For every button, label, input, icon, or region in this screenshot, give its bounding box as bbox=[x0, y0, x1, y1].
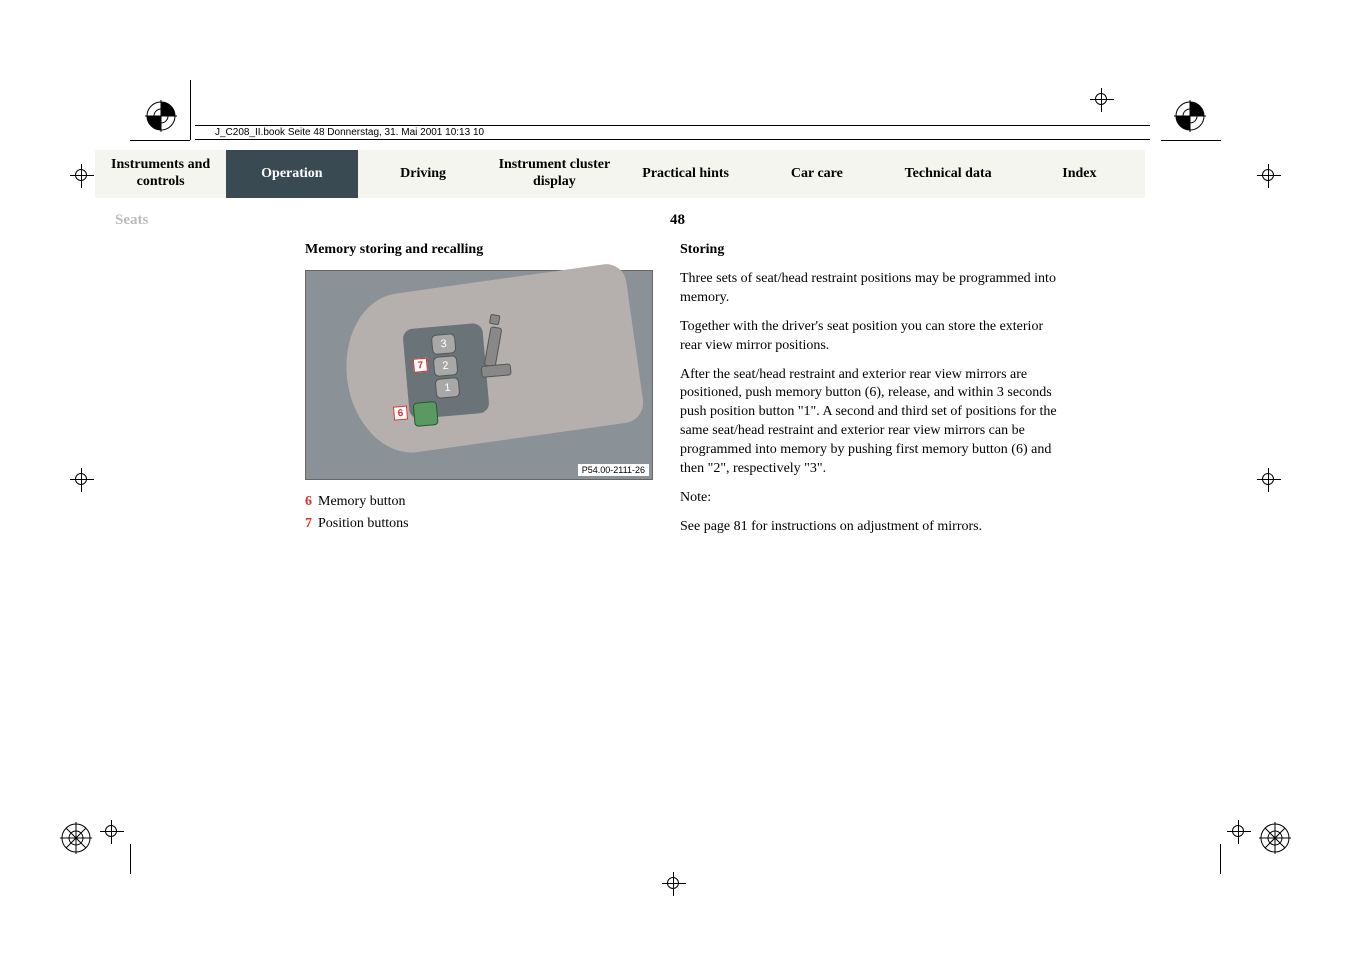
registration-mark-icon bbox=[145, 100, 177, 132]
note-text: See page 81 for instructions on adjustme… bbox=[680, 518, 1065, 537]
figure-label: P54.00-2111-26 bbox=[578, 464, 649, 476]
storing-p3: After the seat/head restraint and exteri… bbox=[680, 366, 1065, 479]
crosshair-icon bbox=[1257, 164, 1281, 188]
storing-p1: Three sets of seat/head restraint positi… bbox=[680, 270, 1065, 308]
position-button-3: 3 bbox=[431, 333, 457, 355]
legend-num-6: 6 bbox=[305, 494, 312, 509]
callout-6: 6 bbox=[393, 406, 408, 421]
trim-line bbox=[1161, 140, 1221, 141]
tab-instruments-controls[interactable]: Instruments and controls bbox=[95, 150, 226, 198]
legend-text-7: Position buttons bbox=[318, 516, 409, 531]
callout-7: 7 bbox=[413, 358, 428, 373]
trim-line bbox=[130, 844, 131, 874]
legend-num-7: 7 bbox=[305, 516, 312, 531]
registration-mark-icon bbox=[60, 822, 92, 854]
position-button-1: 1 bbox=[435, 377, 461, 399]
tab-driving[interactable]: Driving bbox=[358, 150, 489, 198]
registration-mark-icon bbox=[1174, 100, 1206, 132]
crosshair-icon bbox=[70, 164, 94, 188]
tab-practical-hints[interactable]: Practical hints bbox=[620, 150, 751, 198]
tab-instrument-cluster[interactable]: Instrument cluster display bbox=[489, 150, 620, 198]
trim-line bbox=[190, 80, 191, 140]
nav-tabs: Instruments and controls Operation Drivi… bbox=[95, 150, 1145, 198]
left-column: Memory storing and recalling 3 2 1 7 6 P… bbox=[305, 242, 655, 538]
crosshair-icon bbox=[1257, 468, 1281, 492]
book-header-text: J_C208_II.book Seite 48 Donnerstag, 31. … bbox=[215, 127, 484, 138]
legend-item-7: 7 Position buttons bbox=[305, 516, 655, 532]
right-column: Storing Three sets of seat/head restrain… bbox=[680, 242, 1065, 547]
trim-line bbox=[130, 140, 190, 141]
right-heading: Storing bbox=[680, 242, 1065, 258]
legend-item-6: 6 Memory button bbox=[305, 494, 655, 510]
crosshair-icon bbox=[662, 872, 686, 896]
position-button-2: 2 bbox=[433, 355, 459, 377]
note-label: Note: bbox=[680, 489, 1065, 508]
trim-line bbox=[1220, 844, 1221, 874]
header-rule bbox=[195, 139, 1150, 140]
seat-adjuster-icon bbox=[477, 325, 513, 397]
crosshair-icon bbox=[1090, 88, 1114, 112]
memory-seat-figure: 3 2 1 7 6 P54.00-2111-26 bbox=[305, 270, 653, 480]
legend-text-6: Memory button bbox=[318, 494, 406, 509]
section-label: Seats bbox=[115, 212, 148, 229]
page-number: 48 bbox=[670, 212, 685, 229]
storing-p2: Together with the driver's seat position… bbox=[680, 318, 1065, 356]
tab-operation[interactable]: Operation bbox=[226, 150, 357, 198]
seat-control-panel: 3 2 1 7 6 bbox=[402, 323, 490, 420]
tab-technical-data[interactable]: Technical data bbox=[883, 150, 1014, 198]
crosshair-icon bbox=[70, 468, 94, 492]
header-rule bbox=[195, 125, 1150, 126]
crosshair-icon bbox=[1227, 820, 1251, 844]
memory-button bbox=[413, 401, 439, 427]
tab-car-care[interactable]: Car care bbox=[751, 150, 882, 198]
crosshair-icon bbox=[100, 820, 124, 844]
left-heading: Memory storing and recalling bbox=[305, 242, 655, 258]
registration-mark-icon bbox=[1259, 822, 1291, 854]
tab-index[interactable]: Index bbox=[1014, 150, 1145, 198]
